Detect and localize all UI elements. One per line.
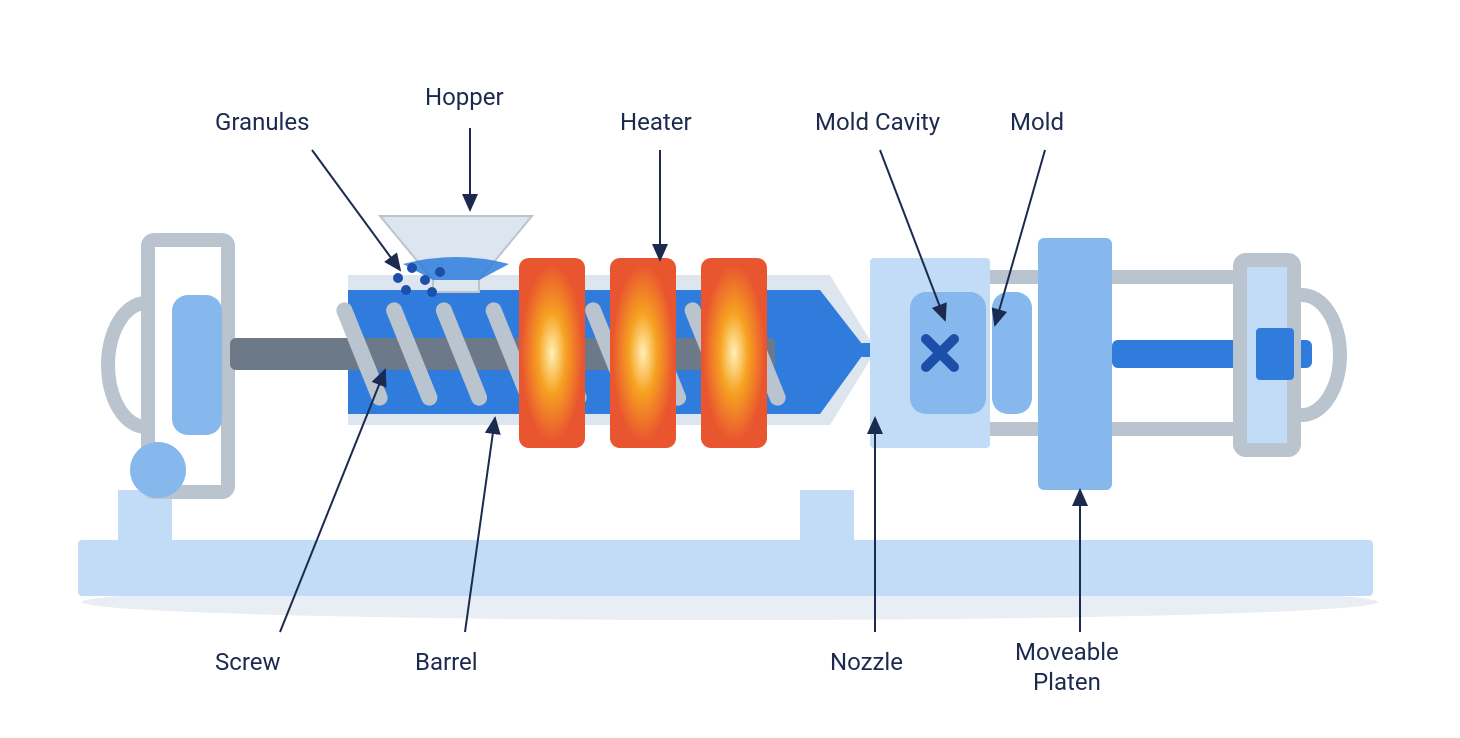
label-screw: Screw [215, 648, 280, 676]
left-handle-loop [108, 303, 146, 427]
diagram-container: Granules Hopper Heater Mold Cavity Mold Screw… [0, 0, 1460, 738]
label-moveable-platen-l1: Moveable [1015, 638, 1119, 666]
label-barrel: Barrel [415, 648, 478, 676]
mold-moving-half [992, 292, 1032, 414]
heater-bands [519, 258, 767, 448]
label-granules: Granules [215, 108, 310, 136]
left-ball [130, 442, 186, 498]
machine-base [78, 540, 1373, 596]
right-fixture-block [1256, 328, 1294, 380]
label-hopper: Hopper [425, 83, 504, 111]
injection-molding-diagram: Granules Hopper Heater Mold Cavity Mold Screw… [0, 0, 1460, 738]
moveable-platen [1038, 238, 1112, 490]
label-moveable-platen-l2: Platen [1033, 668, 1101, 696]
label-mold: Mold [1010, 108, 1064, 136]
label-heater: Heater [620, 108, 692, 136]
mold-cavity-block [910, 292, 986, 414]
base-leg [800, 490, 854, 544]
label-nozzle: Nozzle [830, 648, 903, 676]
label-mold-cavity: Mold Cavity [815, 108, 941, 136]
left-fixture-block [172, 295, 222, 435]
